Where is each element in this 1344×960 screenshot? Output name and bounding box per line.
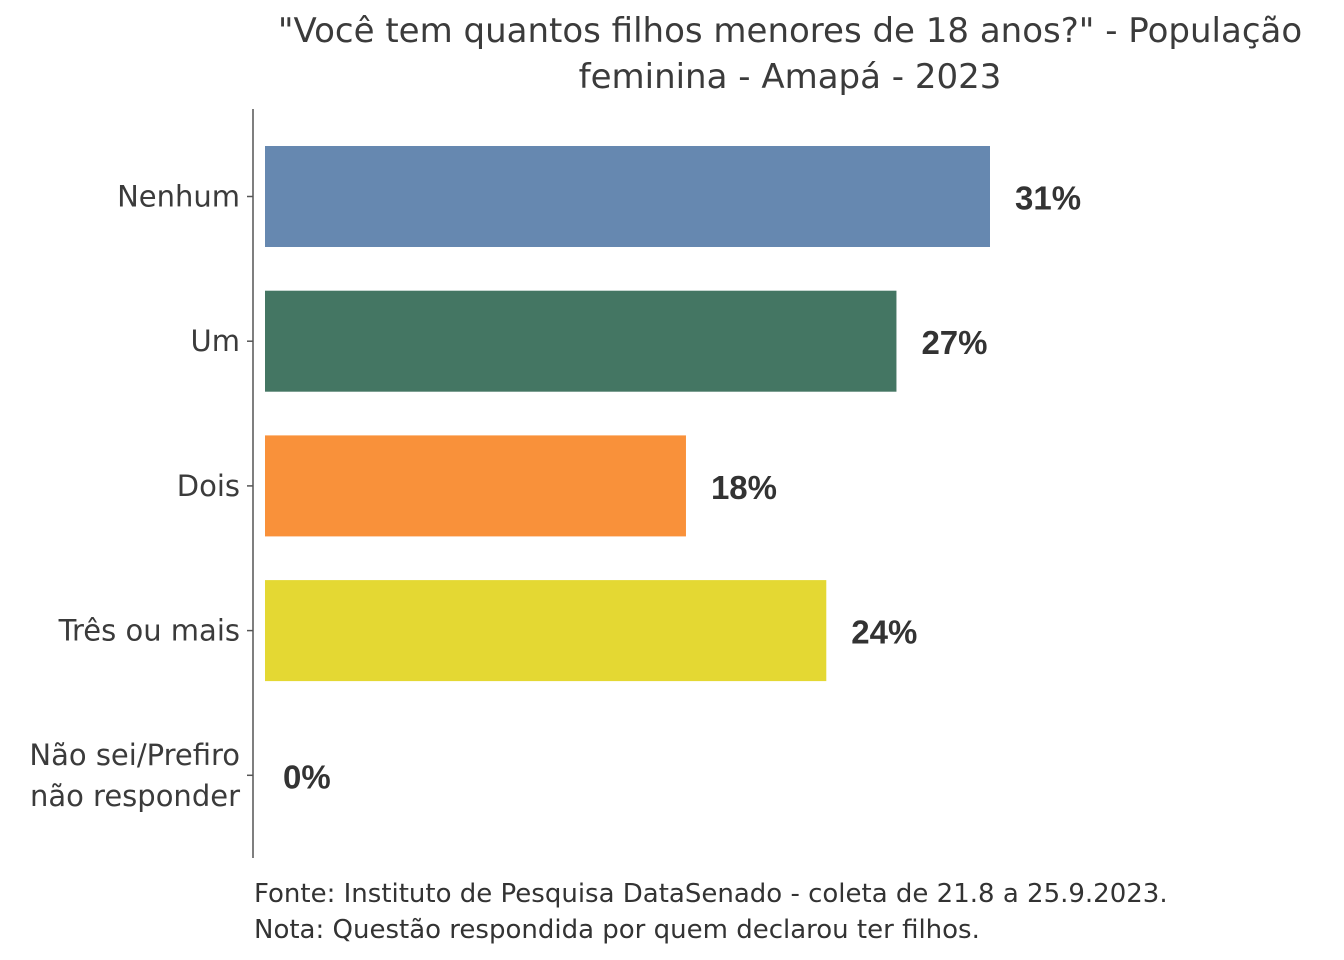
bar <box>265 435 686 537</box>
source-note: Fonte: Instituto de Pesquisa DataSenado … <box>254 879 1168 909</box>
value-label: 31% <box>1015 180 1081 217</box>
chart-title: "Você tem quantos filhos menores de 18 a… <box>230 8 1344 100</box>
method-note: Nota: Questão respondida por quem declar… <box>254 915 980 945</box>
bar-chart: Nenhum 31% Um 27% Dois 18% Três ou mais 24% Não … <box>29 109 1081 858</box>
value-label: 0% <box>283 758 331 795</box>
chart-title-line-2: feminina - Amapá - 2023 <box>578 57 1002 97</box>
bar <box>265 146 990 247</box>
bar <box>265 580 827 682</box>
category-label: Nenhum <box>117 180 240 214</box>
bar <box>265 290 897 392</box>
category-label: Três ou mais <box>58 614 240 648</box>
category-label: Não sei/Prefiro <box>29 738 240 772</box>
plot-area: Nenhum 31% Um 27% Dois 18% Três ou mais 24% Não … <box>29 109 1081 858</box>
footnotes: Fonte: Instituto de Pesquisa DataSenado … <box>254 876 1168 948</box>
value-label: 18% <box>711 469 777 506</box>
value-label: 27% <box>921 324 987 361</box>
chart-title-line-1: "Você tem quantos filhos menores de 18 a… <box>277 11 1303 51</box>
category-label: não responder <box>30 779 240 813</box>
category-label: Um <box>191 324 240 358</box>
value-label: 24% <box>851 614 917 651</box>
category-label: Dois <box>177 469 240 503</box>
